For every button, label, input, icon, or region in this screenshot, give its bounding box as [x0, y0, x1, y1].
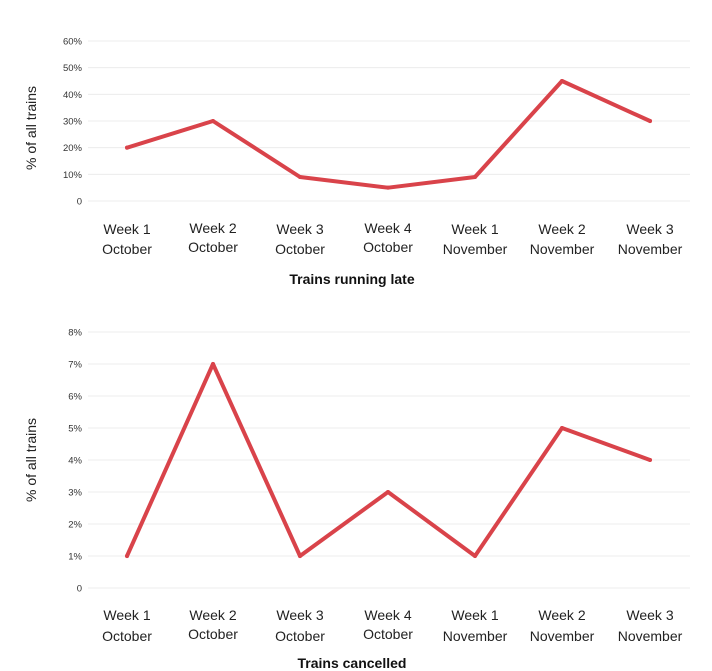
x-tick-label: Week 1 — [103, 221, 150, 237]
x-tick-label: Week 4 — [364, 607, 411, 623]
x-tick-label: October — [363, 626, 413, 642]
data-point — [386, 185, 390, 190]
y-tick-label: 0 — [77, 584, 82, 595]
x-tick-label: Week 3 — [276, 607, 323, 623]
y-tick-label: 10% — [63, 170, 83, 181]
x-tick-label: November — [618, 241, 683, 257]
x-tick-label: Week 2 — [538, 607, 585, 623]
data-point — [560, 79, 564, 83]
data-point — [125, 554, 129, 558]
x-tick-label: November — [530, 241, 595, 257]
y-tick-label: 50% — [63, 63, 83, 74]
y-axis-label: % of all trains — [23, 418, 39, 502]
x-tick-label: Week 2 — [538, 221, 585, 237]
y-tick-label: 40% — [63, 90, 83, 101]
y-tick-label: 1% — [68, 552, 82, 563]
x-tick-label: October — [188, 626, 238, 642]
data-point — [211, 119, 215, 123]
x-tick-label: October — [275, 628, 325, 644]
chart-title: Trains running late — [289, 271, 414, 287]
y-tick-label: 60% — [63, 37, 83, 48]
x-tick-label: October — [363, 239, 413, 255]
series-line — [125, 79, 652, 190]
x-tick-label: October — [275, 241, 325, 257]
data-point — [211, 362, 215, 366]
chart-2: 0 1% 2% 3% 4% 5% 6% 7% 8% Week 1 October Week 2 Octo… — [23, 328, 690, 671]
data-point — [648, 119, 652, 123]
x-tick-label: October — [102, 628, 152, 644]
y-tick-label: 2% — [68, 520, 82, 531]
x-tick-label: November — [443, 628, 508, 644]
x-tick-label: Week 1 — [103, 607, 150, 623]
data-point — [298, 175, 302, 179]
data-point — [473, 175, 477, 179]
y-tick-label: 4% — [68, 456, 82, 467]
y-tick-label: 5% — [68, 424, 82, 435]
data-point — [125, 145, 129, 150]
chart-1: 0 10% 20% 30% 40% 50% 60% Week 1 October Week 2 Oc… — [23, 37, 690, 287]
data-point — [386, 490, 390, 494]
x-tick-label: October — [102, 241, 152, 257]
y-tick-label: 30% — [63, 117, 83, 128]
chart-title: Trains cancelled — [298, 655, 407, 671]
x-tick-label: Week 1 — [451, 607, 498, 623]
y-tick-label: 6% — [68, 392, 82, 403]
x-tick-label: Week 3 — [626, 221, 673, 237]
y-tick-label: 7% — [68, 360, 82, 371]
data-point — [298, 554, 302, 558]
y-axis-label: % of all trains — [23, 86, 39, 170]
y-tick-label: 0 — [77, 197, 82, 208]
y-tick-label: 20% — [63, 143, 83, 154]
x-tick-label: Week 4 — [364, 220, 411, 236]
x-tick-label: Week 1 — [451, 221, 498, 237]
x-tick-label: Week 2 — [189, 607, 236, 623]
data-point — [560, 426, 564, 430]
data-point — [648, 458, 652, 462]
data-point — [473, 554, 477, 558]
x-tick-label: October — [188, 239, 238, 255]
y-tick-label: 3% — [68, 488, 82, 499]
x-tick-label: November — [443, 241, 508, 257]
x-tick-label: Week 2 — [189, 220, 236, 236]
x-tick-label: November — [530, 628, 595, 644]
y-tick-label: 8% — [68, 328, 82, 339]
x-tick-label: Week 3 — [626, 607, 673, 623]
x-tick-label: Week 3 — [276, 221, 323, 237]
x-tick-label: November — [618, 628, 683, 644]
